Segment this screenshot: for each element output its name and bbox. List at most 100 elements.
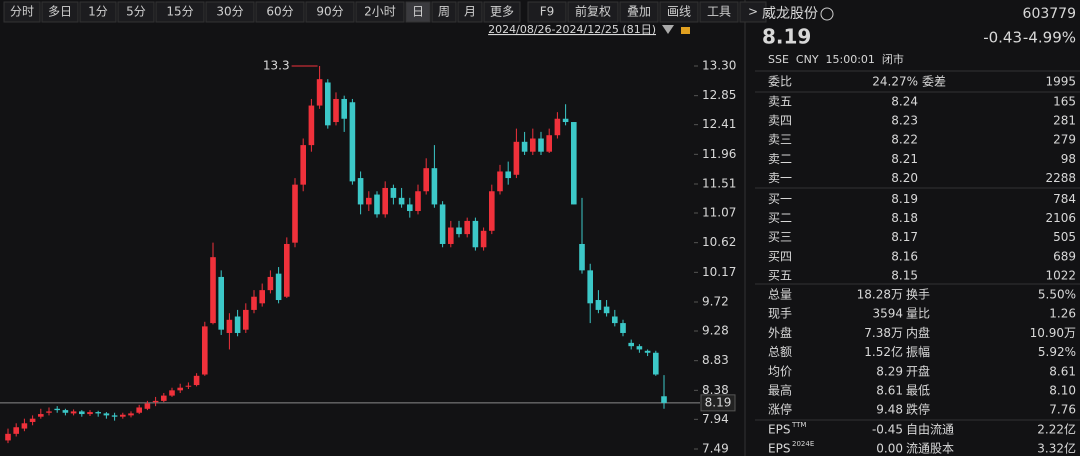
book-volume: 2106 [1045,211,1076,225]
candle-body [333,98,339,123]
tab-label[interactable]: 15分 [166,5,193,19]
tool-button[interactable] [527,1,567,23]
candle-body [193,375,200,386]
candle-body [538,138,544,152]
tab-label[interactable]: 分时 [10,5,34,19]
tab-button[interactable] [305,1,355,23]
candle-body [136,407,142,413]
eps-value: -0.45 [872,423,903,437]
candle-body [29,418,36,422]
tab-button[interactable] [431,1,457,23]
stat-label: 换手 [906,288,930,302]
book-level: 买一 [768,192,792,206]
tab-label[interactable]: 60分 [266,5,293,19]
tool-label[interactable]: 画线 [667,5,691,19]
tool-label[interactable]: 工具 [707,5,731,19]
candle-body [415,191,421,212]
y-tick-label: 11.51 [702,176,736,190]
candle-body [185,385,192,387]
stat-value: 1.26 [1049,307,1076,321]
dropdown-icon[interactable] [662,25,674,34]
tool-label[interactable]: 叠加 [627,5,651,19]
candle-body [210,257,216,324]
candle-body [144,403,151,409]
candle-body [497,171,503,192]
book-level: 卖一 [768,171,792,185]
tool-button[interactable] [659,1,699,23]
candle-body [325,82,331,126]
stat-value: 7.38万 [864,326,903,340]
candle-body [161,395,167,401]
candle-body [79,411,85,415]
candle-body [292,184,298,243]
candle-body [267,276,274,291]
stat-label: 开盘 [906,363,930,378]
stat-label: 现手 [768,307,792,321]
stat-label: 涨停 [768,402,792,417]
book-level: 买二 [768,211,792,225]
tab-button[interactable] [117,1,155,23]
info-icon[interactable] [820,7,834,21]
tab-button[interactable] [405,1,431,23]
tab-label[interactable]: 更多 [490,5,514,19]
tab-button[interactable] [355,1,405,23]
y-tick-label: 12.41 [702,117,736,131]
book-volume: 279 [1053,133,1076,147]
tool-label[interactable]: 前复权 [575,4,611,19]
candle-body [521,141,528,152]
stat-value: 8.61 [1049,364,1076,378]
tab-label[interactable]: 30分 [216,5,243,19]
candle-body [423,168,429,192]
book-level: 买五 [768,268,792,282]
candle-body [439,204,446,244]
tool-button[interactable] [739,1,767,23]
tool-button[interactable] [699,1,739,23]
tab-label[interactable]: 日 [412,5,424,19]
stat-label: 最高 [768,383,792,398]
tab-button[interactable] [483,1,521,23]
tab-button[interactable] [3,1,41,23]
tab-button[interactable] [79,1,117,23]
tool-label[interactable]: F9 [540,5,555,19]
book-level: 卖五 [768,95,792,109]
candle-body [357,178,364,205]
eps-sup: TTM [791,421,806,429]
eps-label2: 流通股本 [906,442,954,456]
tab-label[interactable]: 1分 [88,5,108,19]
tab-button[interactable] [155,1,205,23]
book-price: 8.23 [891,114,918,128]
candle-body [111,415,118,417]
stat-value: 8.10 [1049,384,1076,398]
book-price: 8.24 [891,95,918,109]
tab-label[interactable]: 90分 [316,5,343,19]
candle-body [587,270,593,304]
tab-button[interactable] [205,1,255,23]
tab-button[interactable] [41,1,79,23]
stat-value: 3594 [872,307,903,321]
book-volume: 98 [1061,152,1076,166]
candle-body [21,423,28,429]
tab-label[interactable]: 5分 [126,5,146,19]
book-level: 卖四 [768,114,792,128]
candle-body [300,145,306,185]
tool-button[interactable] [567,1,619,23]
candle-body [480,230,487,248]
candle-body [169,390,175,396]
stat-value: 5.92% [1038,345,1076,359]
tab-button[interactable] [255,1,305,23]
candle-body [579,243,585,271]
range-label[interactable]: 2024/08/26-2024/12/25 (81日) [488,23,656,36]
candle-body [620,323,626,333]
book-level: 买三 [768,230,792,244]
tool-button[interactable] [619,1,659,23]
tool-label[interactable]: > [748,5,758,19]
book-price: 8.19 [891,192,918,206]
tab-label[interactable]: 周 [438,5,450,19]
tab-button[interactable] [457,1,483,23]
tab-label[interactable]: 月 [464,5,476,19]
tab-label[interactable]: 多日 [48,5,72,19]
tab-label[interactable]: 2小时 [364,5,396,19]
eps-label2: 自由流通 [906,423,954,437]
